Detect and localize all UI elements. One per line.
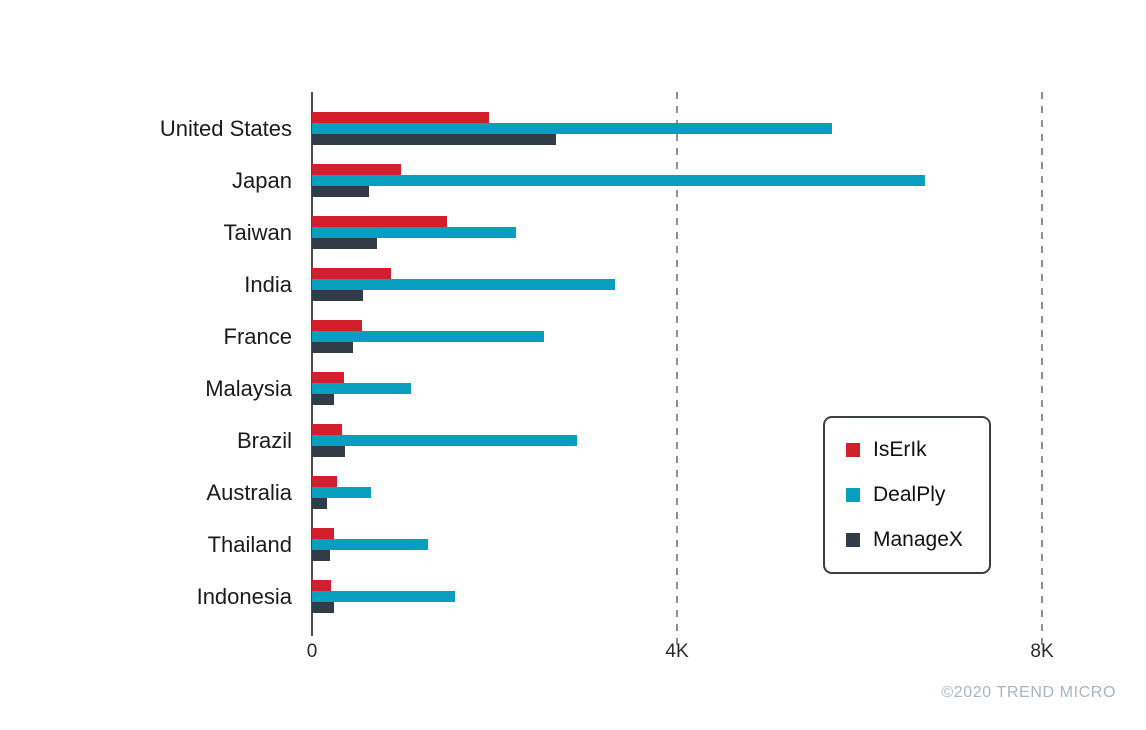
- category-label-united-states: United States: [159, 116, 292, 141]
- bar-dealply-indonesia: [312, 591, 455, 602]
- bar-iserik-brazil: [312, 424, 342, 435]
- bar-dealply-australia: [312, 487, 371, 498]
- bar-iserik-australia: [312, 476, 337, 487]
- legend-label-managex: ManageX: [873, 528, 963, 551]
- x-tick-label-0: 0: [306, 641, 318, 662]
- legend-swatch-iserik: [846, 443, 860, 457]
- bar-dealply-thailand: [312, 539, 428, 550]
- gridline-8k: [1041, 92, 1043, 646]
- legend-label-dealply: DealPly: [873, 483, 946, 506]
- bar-managex-taiwan: [312, 238, 377, 249]
- category-label-france: France: [223, 324, 292, 349]
- bar-iserik-japan: [312, 164, 401, 175]
- bar-managex-japan: [312, 186, 369, 197]
- bar-dealply-japan: [312, 175, 925, 186]
- bar-managex-united-states: [312, 134, 556, 145]
- legend: IsErIk DealPly ManageX: [823, 416, 991, 574]
- bar-iserik-united-states: [312, 112, 489, 123]
- legend-swatch-managex: [846, 533, 860, 547]
- gridline-4k: [676, 92, 678, 646]
- bar-managex-australia: [312, 498, 327, 509]
- x-tick-label-8k: 8K: [1030, 641, 1054, 662]
- category-label-japan: Japan: [232, 168, 292, 193]
- category-label-indonesia: Indonesia: [196, 584, 292, 609]
- bar-managex-indonesia: [312, 602, 334, 613]
- bar-dealply-united-states: [312, 123, 832, 134]
- bar-iserik-indonesia: [312, 580, 331, 591]
- bar-iserik-malaysia: [312, 372, 344, 383]
- bar-managex-india: [312, 290, 363, 301]
- legend-item-dealply: DealPly: [846, 483, 989, 507]
- category-label-thailand: Thailand: [207, 532, 292, 557]
- category-label-india: India: [244, 272, 292, 297]
- bar-managex-thailand: [312, 550, 330, 561]
- category-label-malaysia: Malaysia: [205, 376, 292, 401]
- x-tick-label-4k: 4K: [665, 641, 689, 662]
- bar-dealply-taiwan: [312, 227, 516, 238]
- category-label-taiwan: Taiwan: [223, 220, 292, 245]
- bar-iserik-india: [312, 268, 391, 279]
- bar-managex-brazil: [312, 446, 345, 457]
- legend-label-iserik: IsErIk: [873, 438, 927, 461]
- bar-iserik-france: [312, 320, 362, 331]
- bar-managex-malaysia: [312, 394, 334, 405]
- copyright-text: ©2020 TREND MICRO: [941, 684, 1116, 701]
- legend-swatch-dealply: [846, 488, 860, 502]
- bar-dealply-malaysia: [312, 383, 411, 394]
- bar-managex-france: [312, 342, 353, 353]
- category-label-australia: Australia: [206, 480, 292, 505]
- legend-item-iserik: IsErIk: [846, 438, 989, 462]
- bar-dealply-brazil: [312, 435, 577, 446]
- bar-iserik-thailand: [312, 528, 334, 539]
- bar-dealply-india: [312, 279, 615, 290]
- bar-dealply-france: [312, 331, 544, 342]
- y-axis-line: [311, 92, 313, 636]
- category-label-brazil: Brazil: [236, 428, 292, 453]
- legend-item-managex: ManageX: [846, 528, 989, 552]
- bar-iserik-taiwan: [312, 216, 447, 227]
